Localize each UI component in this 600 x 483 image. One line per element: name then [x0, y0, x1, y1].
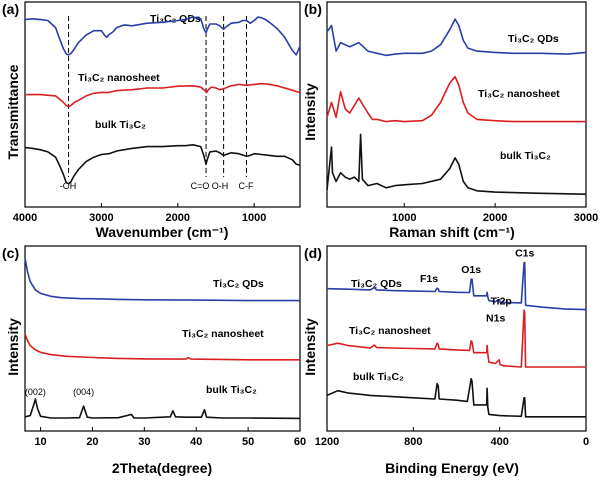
panel-a-series-bulk-label: bulk Ti₃C₂ [95, 119, 146, 131]
series-line-nanosheet [326, 75, 586, 123]
panel-b-xtick-label: 1000 [392, 212, 416, 224]
panel-a-label: (a) [2, 1, 19, 17]
panel-c-xtick-label: 50 [242, 436, 254, 448]
panel-b-xtick-label: 2000 [483, 212, 507, 224]
panel-b-series-nanosheet-label: Ti₃C₂ nanosheet [478, 88, 560, 100]
annotation-oh: -OH [60, 181, 77, 191]
panel-d-frame [326, 245, 587, 432]
panel-d-series-nanosheet-label: Ti₃C₂ nanosheet [349, 325, 431, 337]
panel-b-xtick-label: 3000 [574, 212, 598, 224]
panel-a: (a) Transmittance Wavenumber (cm⁻¹) Ti₃C… [2, 1, 301, 240]
series-line-bulk [326, 377, 586, 418]
peak-label: F1s [420, 273, 438, 285]
panel-c-frame [24, 245, 301, 432]
panel-b-ylabel: Intensity [302, 83, 318, 141]
panel-d-xtick-label: 0 [583, 436, 589, 448]
series-line-qds [326, 261, 587, 311]
panel-d-xtick-label: 400 [490, 436, 508, 448]
panel-d-xtick-label: 800 [404, 436, 422, 448]
annotation-co: C=O [191, 181, 210, 191]
panel-d-series-qds-label: Ti₃C₂ QDs [351, 278, 402, 290]
series-line-nanosheet [326, 309, 586, 368]
panel-c-series-nanosheet-label: Ti₃C₂ nanosheet [182, 328, 264, 340]
annotation-o-h: O-H [212, 181, 229, 191]
panel-a-xtick-label: 3000 [89, 212, 113, 224]
panel-a-xtick-label: 1000 [242, 212, 266, 224]
panel-d-xtick-label: 1200 [315, 436, 339, 448]
panel-c-xtick-label: 60 [294, 436, 306, 448]
panel-b-frame [326, 1, 587, 208]
series-line-qds [326, 18, 587, 57]
peak-label: N1s [486, 312, 505, 324]
peak-label: O1s [461, 264, 481, 276]
panel-a-xtick-label: 2000 [166, 212, 190, 224]
panel-c-xtick-label: 30 [138, 436, 150, 448]
series-line-qds [24, 16, 301, 56]
panel-c-xlabel: 2Theta(degree) [112, 460, 212, 476]
panel-c-series-qds-label: Ti₃C₂ QDs [213, 278, 264, 290]
panel-b: (b) Intensity Raman shift (cm⁻¹) Ti₃C₂ Q… [302, 1, 598, 240]
panel-d-series-bulk-label: bulk Ti₃C₂ [353, 371, 404, 383]
panel-d-xlabel: Binding Energy (eV) [385, 460, 519, 476]
peak-label: (002) [25, 387, 46, 397]
panel-a-xlabel: Wavenumber (cm⁻¹) [96, 224, 229, 240]
series-line-qds [24, 257, 300, 302]
panel-b-label: (b) [304, 1, 322, 17]
peak-label: (004) [73, 387, 94, 397]
series-line-nanosheet [25, 82, 301, 108]
panel-a-frame [24, 1, 301, 208]
panel-c-series-bulk-label: bulk Ti₃C₂ [206, 384, 257, 396]
panel-c-label: (c) [2, 245, 19, 261]
panel-a-series-nanosheet-label: Ti₃C₂ nanosheet [78, 72, 160, 84]
panel-c: (c) Intensity 2Theta(degree) Ti₃C₂ QDs T… [2, 245, 306, 476]
panel-a-xtick-label: 4000 [13, 212, 37, 224]
peak-label: C1s [515, 248, 534, 260]
panel-d: (d) Intensity Binding Energy (eV) Ti₃C₂ … [302, 245, 589, 476]
panel-b-series-qds-label: Ti₃C₂ QDs [508, 33, 559, 45]
panel-c-xtick-label: 40 [190, 436, 202, 448]
peak-label: Ti2p [490, 295, 511, 307]
panel-a-ylabel: Transmittance [5, 64, 21, 159]
series-line-bulk [326, 133, 587, 195]
annotation-cf: C-F [239, 181, 254, 191]
panel-b-xlabel: Raman shift (cm⁻¹) [389, 224, 515, 240]
panel-c-ylabel: Intensity [5, 318, 21, 376]
panel-b-series-bulk-label: bulk Ti₃C₂ [500, 150, 551, 162]
panel-c-xtick-label: 20 [86, 436, 98, 448]
series-line-nanosheet [24, 333, 300, 361]
panel-c-xtick-label: 10 [34, 436, 46, 448]
series-line-bulk [24, 398, 301, 420]
panel-d-ylabel: Intensity [302, 318, 318, 376]
panel-d-label: (d) [304, 245, 322, 261]
series-line-bulk [24, 144, 301, 185]
